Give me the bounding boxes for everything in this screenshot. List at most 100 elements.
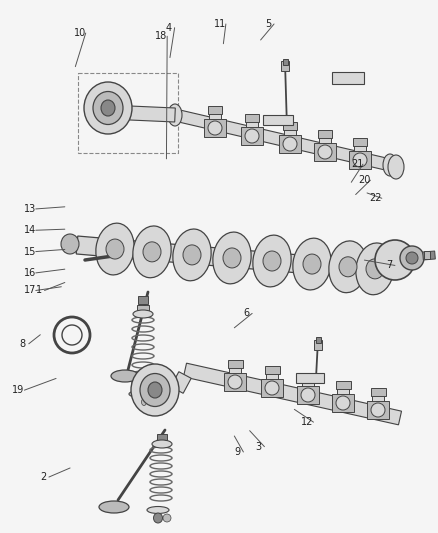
Ellipse shape xyxy=(293,238,331,290)
Bar xyxy=(261,379,283,397)
Bar xyxy=(367,401,389,419)
Polygon shape xyxy=(319,136,331,150)
Bar xyxy=(283,59,287,65)
Text: 18: 18 xyxy=(155,31,167,41)
Bar xyxy=(137,305,149,311)
Polygon shape xyxy=(184,363,402,425)
Bar xyxy=(279,135,301,153)
Bar xyxy=(332,394,354,412)
Ellipse shape xyxy=(183,245,201,265)
Text: 15: 15 xyxy=(24,247,36,256)
Text: 19: 19 xyxy=(12,385,25,395)
Polygon shape xyxy=(302,378,314,394)
Circle shape xyxy=(283,137,297,151)
Ellipse shape xyxy=(111,370,139,382)
Text: 21: 21 xyxy=(351,159,363,169)
Circle shape xyxy=(371,403,385,417)
Polygon shape xyxy=(284,128,296,142)
Bar xyxy=(245,114,259,122)
Text: 2: 2 xyxy=(40,472,46,482)
Bar xyxy=(314,340,322,350)
Ellipse shape xyxy=(129,391,151,398)
Polygon shape xyxy=(76,236,371,279)
Bar xyxy=(157,434,167,440)
Ellipse shape xyxy=(168,104,182,126)
Bar xyxy=(241,127,263,145)
Text: 4: 4 xyxy=(166,23,172,33)
Text: 10: 10 xyxy=(74,28,86,38)
Ellipse shape xyxy=(253,235,291,287)
Polygon shape xyxy=(372,393,384,409)
Circle shape xyxy=(245,129,259,143)
Ellipse shape xyxy=(223,248,241,268)
Bar xyxy=(227,360,243,368)
Ellipse shape xyxy=(329,241,367,293)
Text: 12: 12 xyxy=(301,417,314,427)
Bar xyxy=(424,251,430,259)
Ellipse shape xyxy=(61,234,79,254)
Ellipse shape xyxy=(96,223,134,275)
Polygon shape xyxy=(266,371,278,387)
Polygon shape xyxy=(209,112,221,126)
Text: 22: 22 xyxy=(370,193,382,203)
Circle shape xyxy=(163,514,171,522)
Circle shape xyxy=(400,246,424,270)
Polygon shape xyxy=(229,365,241,381)
Text: 14: 14 xyxy=(24,225,36,235)
Bar xyxy=(204,119,226,137)
Bar xyxy=(208,106,222,114)
Bar xyxy=(297,386,319,404)
Text: 6: 6 xyxy=(243,309,249,318)
Polygon shape xyxy=(354,144,366,158)
Bar xyxy=(138,296,148,304)
Bar xyxy=(332,72,364,84)
Ellipse shape xyxy=(140,374,170,407)
Bar xyxy=(78,73,178,153)
Bar xyxy=(224,373,246,391)
Circle shape xyxy=(228,375,242,389)
Circle shape xyxy=(208,121,222,135)
Polygon shape xyxy=(337,386,349,402)
Ellipse shape xyxy=(152,440,172,448)
Polygon shape xyxy=(423,251,435,260)
Ellipse shape xyxy=(141,399,146,406)
Bar xyxy=(371,388,385,396)
Ellipse shape xyxy=(93,92,123,125)
Ellipse shape xyxy=(339,257,357,277)
Polygon shape xyxy=(173,109,392,171)
Ellipse shape xyxy=(148,382,162,398)
Polygon shape xyxy=(171,372,191,393)
Ellipse shape xyxy=(106,239,124,259)
Text: 5: 5 xyxy=(265,19,271,29)
Ellipse shape xyxy=(143,242,161,262)
Text: 17: 17 xyxy=(24,286,36,295)
Ellipse shape xyxy=(388,155,404,179)
Ellipse shape xyxy=(303,254,321,274)
Text: 9: 9 xyxy=(234,447,240,457)
Ellipse shape xyxy=(84,82,132,134)
Ellipse shape xyxy=(173,229,211,281)
Circle shape xyxy=(406,252,418,264)
Polygon shape xyxy=(246,120,258,134)
Ellipse shape xyxy=(366,259,384,279)
Text: 7: 7 xyxy=(386,261,392,270)
Circle shape xyxy=(353,153,367,167)
Ellipse shape xyxy=(101,100,115,116)
Ellipse shape xyxy=(153,513,162,523)
Polygon shape xyxy=(130,106,175,122)
Circle shape xyxy=(318,145,332,159)
Text: 13: 13 xyxy=(24,204,36,214)
Ellipse shape xyxy=(263,251,281,271)
Bar xyxy=(336,381,350,389)
Ellipse shape xyxy=(99,501,129,513)
Text: 1: 1 xyxy=(35,286,42,295)
Text: 20: 20 xyxy=(358,175,371,185)
Bar xyxy=(300,373,315,381)
Bar xyxy=(296,373,324,383)
Bar xyxy=(318,130,332,138)
Text: 3: 3 xyxy=(255,442,261,451)
Ellipse shape xyxy=(133,226,171,278)
Ellipse shape xyxy=(133,310,153,318)
Bar xyxy=(314,143,336,161)
Text: 11: 11 xyxy=(214,19,226,29)
